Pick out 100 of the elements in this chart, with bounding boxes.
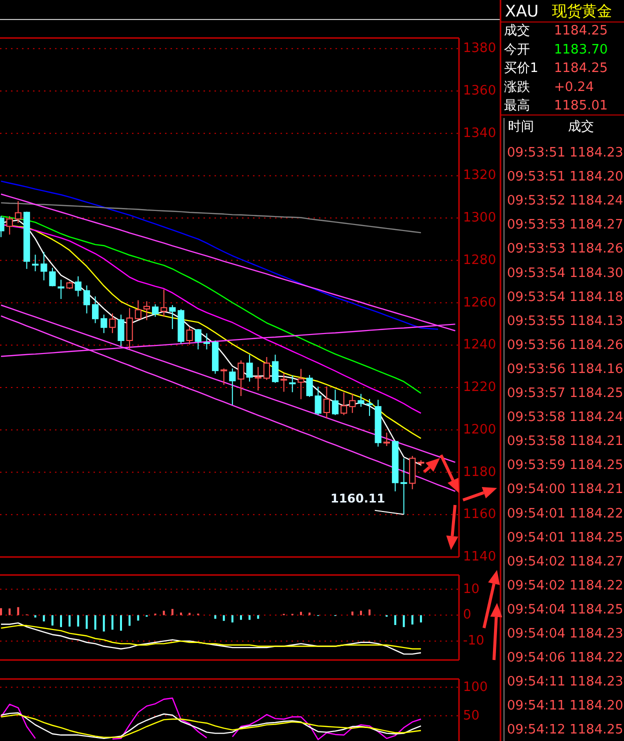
text: 时间 bbox=[508, 120, 534, 135]
text: 09:54:01 1184.25 bbox=[507, 530, 624, 546]
y-tick-label: 1140 bbox=[463, 550, 496, 565]
text: 成交 bbox=[504, 22, 530, 39]
bar bbox=[68, 615, 71, 627]
text: 09:53:54 1184.18 bbox=[507, 290, 624, 305]
text: 09:54:04 1184.23 bbox=[507, 626, 624, 642]
bar bbox=[111, 615, 114, 630]
text: 09:54:02 1184.27 bbox=[507, 554, 624, 570]
text: 09:54:06 1184.22 bbox=[507, 650, 624, 666]
bar bbox=[102, 615, 105, 632]
text: 今开 bbox=[504, 42, 530, 58]
text: +0.24 bbox=[554, 80, 594, 95]
text: 09:54:11 1184.20 bbox=[507, 698, 624, 714]
text: 1184.25 bbox=[554, 61, 608, 76]
text: 09:54:12 1184.25 bbox=[507, 722, 624, 738]
text: 09:53:51 1184.20 bbox=[507, 170, 624, 185]
y-tick-label: 100 bbox=[463, 680, 488, 695]
bar bbox=[351, 612, 354, 616]
text: 09:54:02 1184.22 bbox=[507, 578, 624, 594]
bar bbox=[60, 615, 62, 628]
bar bbox=[402, 615, 405, 628]
bar bbox=[222, 615, 225, 621]
y-tick-label: 1340 bbox=[463, 126, 496, 141]
text: 09:53:58 1184.24 bbox=[507, 410, 624, 426]
bar bbox=[86, 615, 88, 629]
text: 09:54:00 1184.21 bbox=[507, 482, 624, 498]
line-series bbox=[0, 624, 422, 650]
y-tick-label: 1240 bbox=[463, 338, 496, 353]
bar bbox=[8, 608, 11, 616]
text: 买价1 bbox=[504, 61, 538, 76]
y-tick-label: 1300 bbox=[463, 210, 496, 226]
bar bbox=[120, 615, 122, 631]
bar bbox=[257, 615, 260, 619]
candlestick bbox=[366, 398, 373, 416]
candlestick bbox=[126, 308, 133, 350]
text: 09:53:57 1184.25 bbox=[507, 386, 624, 402]
text: 1184.25 bbox=[554, 24, 608, 39]
bar bbox=[128, 615, 131, 626]
text: 09:53:53 1184.26 bbox=[507, 242, 624, 257]
y-tick-label: 1360 bbox=[463, 84, 496, 99]
text: 1183.70 bbox=[554, 42, 608, 58]
bar bbox=[137, 615, 140, 621]
text: 09:53:54 1184.30 bbox=[507, 266, 624, 281]
text: 1185.01 bbox=[554, 98, 608, 114]
candlestick bbox=[254, 366, 262, 391]
y-tick-label: 50 bbox=[463, 708, 480, 724]
text: 09:53:55 1184.13 bbox=[507, 314, 624, 329]
candlestick bbox=[143, 300, 150, 321]
bar bbox=[77, 615, 80, 627]
text: 09:53:59 1184.25 bbox=[507, 458, 624, 474]
y-tick-label: 1260 bbox=[463, 295, 496, 310]
candlestick bbox=[6, 216, 13, 236]
text: 现货黄金 bbox=[552, 2, 612, 20]
bar bbox=[248, 615, 251, 620]
text: 09:53:53 1184.27 bbox=[507, 218, 624, 233]
bar bbox=[360, 610, 362, 616]
bar bbox=[42, 615, 45, 622]
bar bbox=[180, 612, 182, 616]
bar bbox=[171, 608, 174, 616]
bar bbox=[308, 612, 311, 616]
line-series bbox=[0, 304, 456, 463]
bar bbox=[51, 615, 54, 626]
bar bbox=[368, 609, 371, 616]
y-tick-label: -10 bbox=[463, 634, 484, 649]
text: 09:53:52 1184.24 bbox=[507, 194, 624, 209]
text: 09:54:01 1184.22 bbox=[507, 506, 624, 522]
bar bbox=[94, 615, 96, 630]
bar bbox=[394, 615, 396, 626]
text: 09:53:56 1184.16 bbox=[507, 362, 624, 378]
candlestick bbox=[400, 458, 408, 515]
text: 09:54:04 1184.25 bbox=[507, 602, 624, 618]
y-tick-label: 10 bbox=[463, 582, 480, 597]
bar bbox=[17, 607, 20, 616]
text: 09:53:58 1184.21 bbox=[507, 434, 624, 450]
y-tick-label: 1320 bbox=[463, 168, 496, 184]
text: 最高 bbox=[504, 98, 530, 114]
y-tick-label: 0 bbox=[463, 608, 472, 623]
candlestick bbox=[160, 288, 168, 318]
candlestick bbox=[349, 393, 356, 414]
bar bbox=[162, 610, 165, 616]
candlestick bbox=[118, 314, 124, 347]
y-tick-label: 1160 bbox=[463, 507, 496, 522]
text: 成交 bbox=[568, 118, 594, 135]
bar bbox=[231, 615, 234, 622]
y-tick-label: 1220 bbox=[463, 380, 496, 396]
y-tick-label: 1380 bbox=[463, 41, 496, 56]
line-series bbox=[0, 202, 422, 234]
bar bbox=[240, 615, 242, 620]
y-tick-label: 1280 bbox=[463, 252, 496, 268]
text: XAU bbox=[505, 1, 539, 20]
text: 09:53:56 1184.26 bbox=[507, 338, 624, 353]
candlestick bbox=[58, 279, 64, 300]
candlestick bbox=[40, 251, 48, 281]
bar bbox=[411, 615, 414, 624]
bar bbox=[214, 615, 216, 619]
y-tick-label: 1200 bbox=[463, 422, 496, 438]
bar bbox=[420, 615, 422, 622]
candlestick bbox=[298, 368, 304, 400]
y-tick-label: 1180 bbox=[463, 464, 496, 480]
